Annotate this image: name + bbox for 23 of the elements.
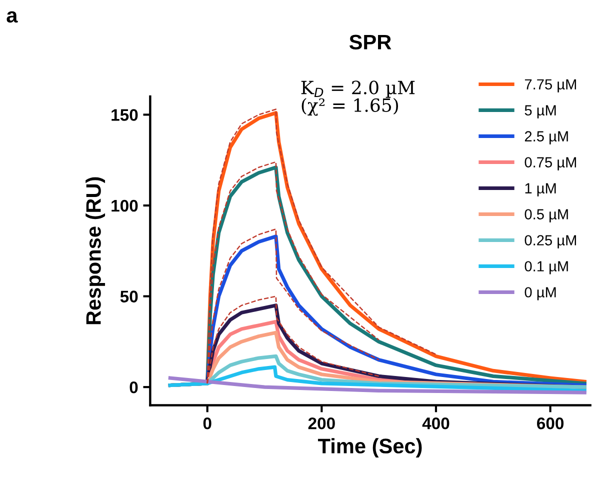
y-tick-label: 150 — [112, 109, 138, 121]
chart-title: SPR — [349, 34, 392, 50]
y-axis-title: Response (RU) — [86, 177, 106, 324]
legend-label: 7.75 µM — [524, 79, 576, 92]
y-tick-label: 50 — [120, 290, 138, 302]
legend-label: 1 µM — [525, 183, 556, 196]
legend-label: 0 µM — [524, 287, 556, 300]
legend-label: 0.75 µM — [524, 157, 576, 170]
legend-label: 0.25 µM — [524, 235, 576, 248]
x-tick-label: 400 — [422, 417, 450, 430]
annotation: (χ² = 1.65) — [302, 98, 398, 116]
annotation: K$_{D}$ = 2.0 µM — [301, 80, 415, 98]
y-tick-label: 0 — [130, 381, 138, 394]
x-axis-title: Time (Sec) — [318, 438, 422, 458]
legend-label: 0.5 µM — [524, 209, 568, 222]
text: a — [6, 11, 18, 23]
legend-label: 5 µM — [524, 105, 556, 118]
x-tick-label: 200 — [308, 417, 335, 430]
x-tick-label: 0 — [203, 417, 212, 430]
x-tick-label: 600 — [537, 417, 564, 430]
legend-label: 2.5 µM — [524, 131, 568, 144]
legend-label: 0.1 µM — [524, 261, 568, 274]
y-tick-label: 100 — [112, 200, 138, 212]
